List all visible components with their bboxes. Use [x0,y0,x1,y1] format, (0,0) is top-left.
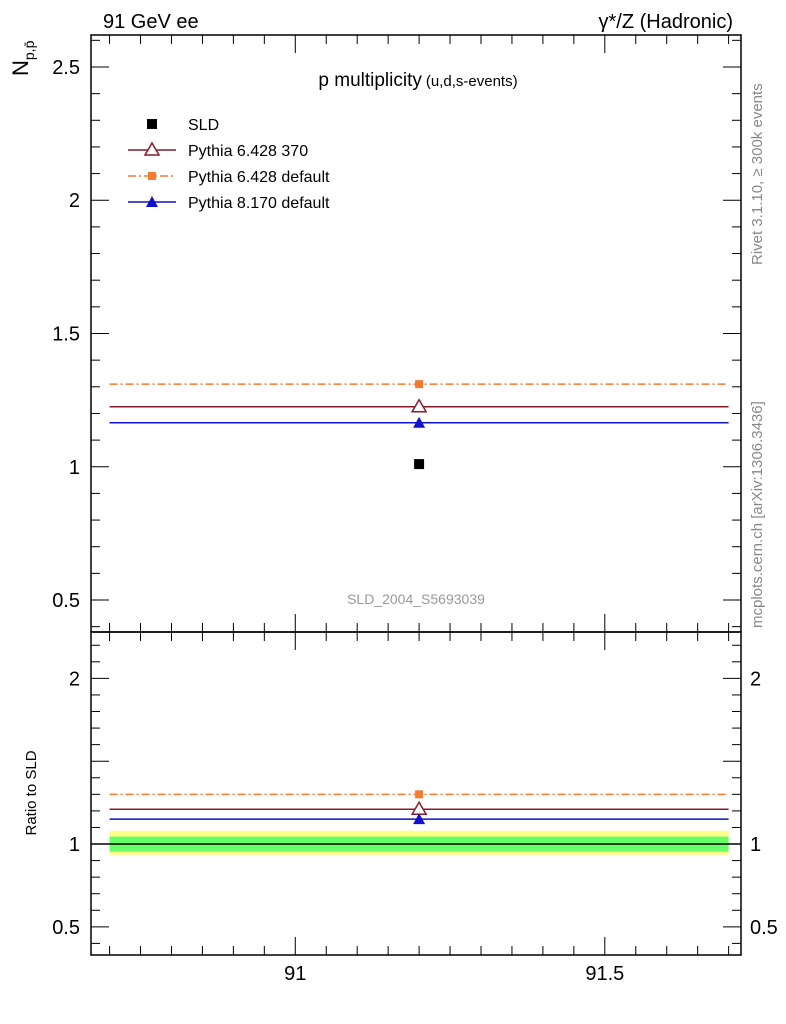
header-right: γ*/Z (Hadronic) [599,11,733,33]
ratio-ytick-label-right: 2 [750,668,761,690]
plot-title: p multiplicity (u,d,s-events) [318,70,517,91]
legend-label-pythia8-default: Pythia 8.170 default [188,195,330,212]
ratio-marker-pythia-8-170-default [413,813,426,825]
main-ytick-label: 1 [69,457,80,479]
main-ytick-label: 1.5 [52,324,80,346]
main-ylabel: Np,p̄ [8,40,37,76]
main-marker-sld [414,459,425,470]
ratio-ytick-label-left: 0.5 [52,917,80,939]
ratio-ytick-label-left: 1 [69,834,80,856]
legend-marker-sld [147,119,157,129]
ratio-series [109,790,729,825]
main-series [109,380,729,470]
main-axis-ticks: 0.5 1 1.5 2 2.5 91 91.5 [52,35,741,985]
legend-marker-pythia8-default [146,196,158,207]
legend-label-pythia6-default: Pythia 6.428 default [188,169,330,186]
ratio-xtick-label: 91.5 [585,963,624,985]
ratio-uncertainty-bands [91,830,741,855]
plot-title-main: p multiplicity [318,70,422,91]
legend-label-pythia6-370: Pythia 6.428 370 [188,143,308,160]
analysis-id: SLD_2004_S5693039 [347,591,485,607]
main-marker-pythia-8-170-default [413,416,426,428]
ratio-frame [90,631,742,956]
ratio-ytick-label-left: 2 [69,668,80,690]
ratio-axis-ticks: 0.5 0.5 1 1 2 2 [52,644,778,944]
ratio-ytick-label-right: 1 [750,834,761,856]
ratio-xtick-label: 91 [284,963,306,985]
main-ytick-label: 2.5 [52,57,80,79]
main-ytick-label: 2 [69,190,80,212]
plot-title-sub: (u,d,s-events) [426,73,518,90]
ratio-ylabel: Ratio to SLD [23,750,40,835]
legend-label-sld: SLD [188,117,219,134]
rivet-version-text: Rivet 3.1.10, ≥ 300k events [749,83,766,265]
ratio-ytick-label-right: 0.5 [750,917,778,939]
header-left: 91 GeV ee [103,11,199,33]
ratio-marker-pythia-6-428-default [415,790,424,799]
mcplots-text: mcplots.cern.ch [arXiv:1306.3436] [749,401,766,628]
main-ytick-label: 0.5 [52,590,80,612]
legend-marker-pythia6-default [148,172,156,180]
main-marker-pythia-6-428-370 [410,398,428,413]
legend: SLD Pythia 6.428 370 Pythia 6.428 defaul… [128,117,330,212]
ratio-marker-pythia-6-428-370 [410,800,428,815]
main-marker-pythia-6-428-default [415,380,424,389]
legend-marker-pythia6-370 [143,141,161,156]
